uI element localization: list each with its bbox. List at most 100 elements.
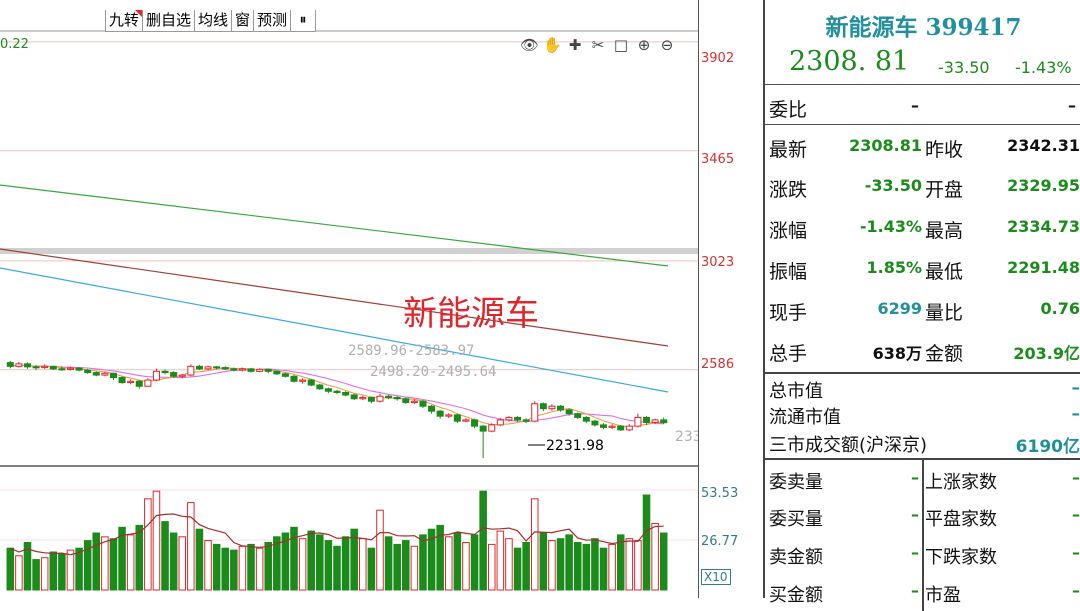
volume-bar <box>153 491 160 590</box>
quote-panel: 新能源车 399417 2308. 81 -33.50 -1.43% 委比 – … <box>763 0 1080 598</box>
volume-bar <box>514 548 521 590</box>
candle-body <box>119 378 125 383</box>
breadth-label: 买金额 <box>769 581 823 607</box>
candle-body <box>308 380 314 385</box>
candle-body <box>179 375 185 376</box>
scissors-icon[interactable]: ✂ <box>589 36 607 54</box>
crosshair-icon[interactable]: ✚ <box>566 36 584 54</box>
price-range-label: 2498.20-2495.64 <box>370 364 496 380</box>
candle-body <box>334 391 340 392</box>
quote-label: 涨跌 <box>769 175 807 202</box>
volume-bar <box>583 544 590 590</box>
price-range-label: 2589.96-2583.97 <box>348 343 474 359</box>
volume-bar <box>600 548 607 590</box>
volume-bar <box>531 499 538 590</box>
candle-body <box>136 381 142 386</box>
quote-value: 203.9亿 <box>1013 340 1080 364</box>
lock-icon[interactable]: □ <box>612 36 630 54</box>
quote-label: 最低 <box>925 257 963 284</box>
candle-body <box>429 406 435 411</box>
breadth-value: – <box>1072 581 1080 600</box>
volume-bar <box>325 541 332 590</box>
breadth-value: – <box>911 505 919 524</box>
candle-body <box>59 369 65 370</box>
pin-icon[interactable]: ⏸ <box>290 10 316 32</box>
forecast-button[interactable]: 预测 <box>253 10 291 32</box>
ma-line-blue <box>0 268 668 392</box>
remove-watchlist-button[interactable]: 删自选 <box>142 10 195 32</box>
candle-body <box>196 366 202 368</box>
candle-body <box>609 426 615 427</box>
candle-body <box>480 426 486 431</box>
candle-body <box>540 404 546 409</box>
eye-icon[interactable]: 👁 <box>520 36 538 54</box>
candle-body <box>515 417 521 419</box>
candle-body <box>437 411 443 416</box>
candle-body <box>446 415 452 416</box>
volume-bar <box>523 543 530 591</box>
candle-body <box>300 380 306 381</box>
quote-value: 2291.48 <box>1007 258 1080 277</box>
candle-body <box>93 373 99 375</box>
candle-body <box>394 397 400 398</box>
candle-body <box>506 417 512 419</box>
volume-bar <box>248 544 255 590</box>
candle-body <box>265 369 271 371</box>
volume-bar <box>411 546 418 590</box>
volume-bar <box>540 533 547 590</box>
candle-body <box>403 399 409 403</box>
breadth-row: 委买量–平盘家数– <box>765 497 1080 535</box>
market-label: 流通市值 <box>769 403 841 429</box>
volume-bar <box>110 539 117 590</box>
breadth-label: 卖金额 <box>769 543 823 569</box>
candle-body <box>420 401 426 406</box>
breadth-label: 平盘家数 <box>925 505 997 531</box>
stock-name-code: 新能源车 399417 <box>765 8 1080 42</box>
candle-body <box>24 364 30 367</box>
volume-bar <box>403 541 410 590</box>
candle-body <box>386 396 392 397</box>
volume-bar <box>566 535 573 590</box>
volume-bar <box>239 546 246 590</box>
kline-chart[interactable]: 新能源车2589.96-2583.972498.20-2495.64233223… <box>0 0 698 598</box>
volume-bar <box>33 560 40 590</box>
candle-body <box>489 425 495 431</box>
price-axis-label: 3902 <box>701 51 734 66</box>
price-change: -33.50 <box>938 58 990 77</box>
quote-label: 涨幅 <box>769 216 807 243</box>
candle-body <box>76 368 82 370</box>
volume-bar <box>7 548 14 590</box>
window-button[interactable]: 窗 <box>231 10 254 32</box>
breadth-row: 委卖量–上涨家数– <box>765 458 1080 498</box>
candle-body <box>85 370 91 372</box>
breadth-row: 买金额–市盈– <box>765 573 1080 611</box>
breadth-value: – <box>911 468 919 487</box>
weibi-value: – <box>911 96 919 115</box>
volume-bar <box>626 539 633 590</box>
breadth-value: – <box>911 581 919 600</box>
hand-icon[interactable]: ✋ <box>543 36 561 54</box>
candle-body <box>626 426 632 430</box>
jiuzhuan-button[interactable]: 九转 <box>105 10 143 32</box>
moving-average-button[interactable]: 均线 <box>194 10 232 32</box>
market-value: – <box>1072 404 1080 424</box>
breadth-divider <box>922 458 924 498</box>
volume-bar <box>557 539 564 590</box>
volume-bar <box>334 546 341 590</box>
candle-body <box>16 364 22 366</box>
breadth-label: 下跌家数 <box>925 543 997 569</box>
volume-bar <box>213 544 220 590</box>
weibi-row: 委比 – – <box>765 84 1080 125</box>
zoom-out-icon[interactable]: ⊖ <box>658 36 676 54</box>
candle-body <box>523 420 529 421</box>
volume-bar <box>445 537 452 590</box>
zoom-in-icon[interactable]: ⊕ <box>635 36 653 54</box>
candle-body <box>652 420 658 422</box>
volume-bar <box>377 510 384 590</box>
candle-body <box>583 417 589 421</box>
volume-bar <box>635 541 642 590</box>
